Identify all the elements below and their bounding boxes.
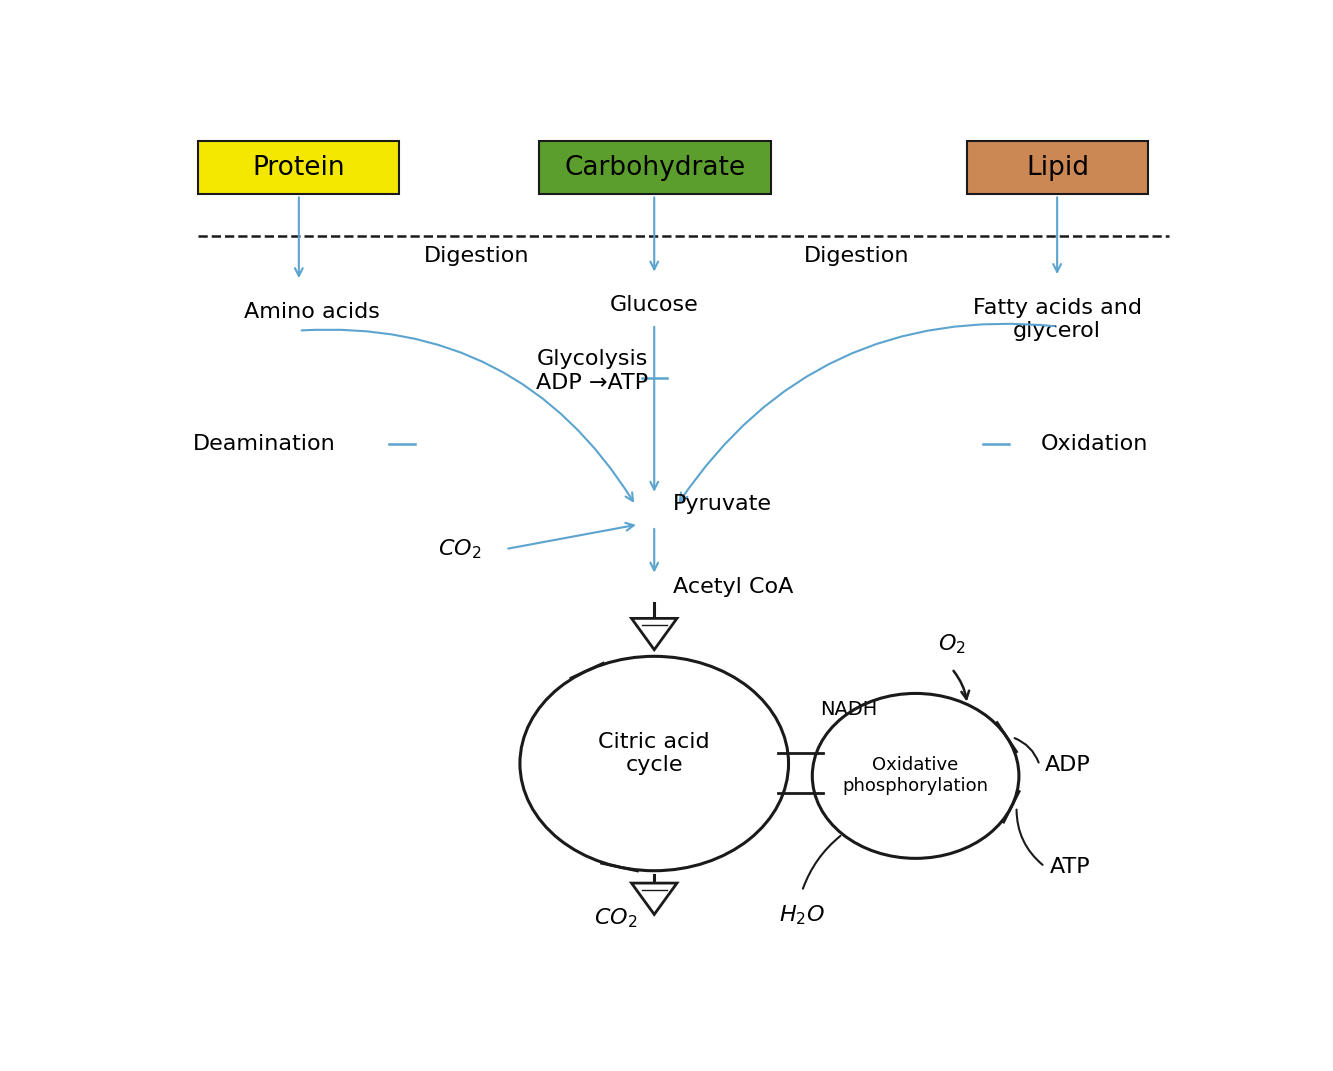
Text: Digestion: Digestion [424, 245, 529, 266]
Text: Digestion: Digestion [804, 245, 909, 266]
Text: NADH: NADH [821, 700, 878, 720]
Text: Lipid: Lipid [1026, 154, 1089, 181]
Text: Acetyl CoA: Acetyl CoA [673, 577, 793, 597]
Text: $CO_2$: $CO_2$ [595, 906, 637, 930]
Text: Oxidative
phosphorylation: Oxidative phosphorylation [842, 756, 989, 796]
Text: ATP: ATP [1050, 857, 1090, 876]
Text: Glucose: Glucose [611, 296, 698, 315]
Text: Deamination: Deamination [192, 434, 335, 453]
FancyBboxPatch shape [968, 141, 1148, 195]
Text: Protein: Protein [252, 154, 345, 181]
Polygon shape [632, 618, 677, 650]
Text: Glycolysis
ADP →ATP: Glycolysis ADP →ATP [536, 349, 649, 393]
Polygon shape [632, 884, 677, 915]
Text: Citric acid
cycle: Citric acid cycle [599, 731, 710, 775]
Text: Carbohydrate: Carbohydrate [564, 154, 745, 181]
Text: $CO_2$: $CO_2$ [439, 538, 481, 561]
Text: Fatty acids and
glycerol: Fatty acids and glycerol [973, 298, 1141, 341]
Text: $H_2O$: $H_2O$ [778, 904, 825, 927]
Text: ADP: ADP [1045, 755, 1090, 775]
Text: Oxidation: Oxidation [1041, 434, 1148, 453]
Text: Pyruvate: Pyruvate [673, 494, 772, 514]
Text: $O_2$: $O_2$ [938, 633, 965, 657]
FancyBboxPatch shape [197, 141, 399, 195]
FancyBboxPatch shape [539, 141, 770, 195]
Text: Amino acids: Amino acids [244, 302, 380, 321]
